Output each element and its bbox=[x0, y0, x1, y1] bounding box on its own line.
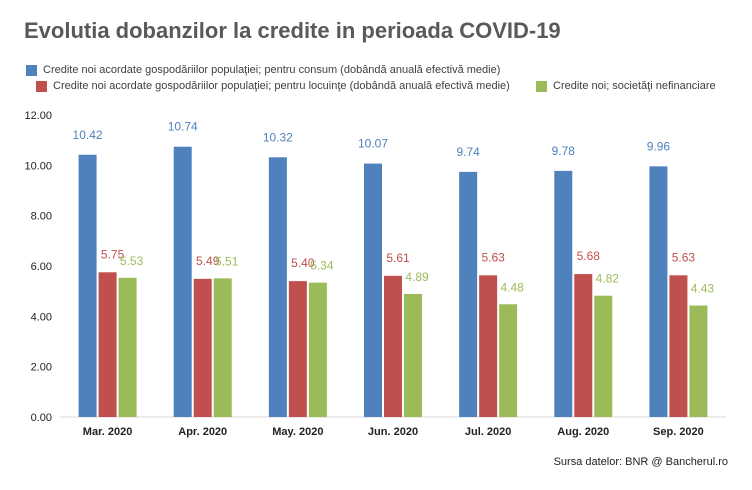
y-tick-label: 0.00 bbox=[31, 412, 52, 424]
legend-item-consum: Credite noi acordate gospodăriilor popul… bbox=[26, 64, 500, 76]
data-label: 5.63 bbox=[672, 250, 696, 264]
x-tick-label: Aug. 2020 bbox=[557, 426, 609, 438]
x-tick-label: Jul. 2020 bbox=[465, 426, 511, 438]
bar bbox=[649, 166, 668, 417]
chart-title: Evolutia dobanzilor la credite in perioa… bbox=[24, 18, 561, 43]
bar bbox=[268, 157, 287, 417]
y-tick-label: 6.00 bbox=[31, 261, 52, 273]
data-label: 5.63 bbox=[481, 250, 505, 264]
bar bbox=[384, 275, 402, 417]
bar bbox=[594, 295, 613, 417]
x-tick-label: Sep. 2020 bbox=[653, 426, 704, 438]
bar bbox=[459, 171, 478, 417]
legend-swatch-societati bbox=[536, 80, 547, 92]
bar bbox=[173, 146, 192, 417]
bar bbox=[689, 305, 708, 417]
data-label: 5.51 bbox=[215, 254, 239, 268]
x-tick-label: Mar. 2020 bbox=[83, 426, 133, 438]
bar bbox=[669, 275, 688, 417]
data-label: 10.07 bbox=[358, 137, 388, 151]
y-tick-label: 2.00 bbox=[31, 362, 52, 374]
bar bbox=[364, 163, 382, 417]
x-tick-label: Jun. 2020 bbox=[368, 426, 418, 438]
data-label: 4.48 bbox=[500, 280, 524, 294]
bar bbox=[499, 304, 518, 417]
legend-label-consum: Credite noi acordate gospodăriilor popul… bbox=[43, 64, 501, 76]
legend-swatch-locuinte bbox=[36, 80, 47, 92]
data-label: 9.74 bbox=[456, 145, 480, 159]
bar bbox=[118, 277, 137, 417]
data-label: 5.49 bbox=[196, 254, 220, 268]
bar bbox=[213, 278, 232, 417]
y-tick-label: 8.00 bbox=[31, 211, 52, 223]
legend-item-locuinte: Credite noi acordate gospodăriilor popul… bbox=[36, 80, 510, 92]
data-label: 9.78 bbox=[552, 144, 576, 158]
legend-label-locuinte: Credite noi acordate gospodăriilor popul… bbox=[53, 80, 510, 92]
legend-label-societati: Credite noi; societăţi nefinanciare bbox=[553, 80, 716, 92]
bar bbox=[479, 275, 498, 417]
y-tick-label: 12.00 bbox=[24, 110, 52, 122]
x-tick-label: Apr. 2020 bbox=[178, 426, 227, 438]
data-label: 5.68 bbox=[577, 249, 601, 263]
data-label: 5.75 bbox=[101, 247, 125, 261]
data-label: 4.43 bbox=[691, 282, 715, 296]
data-label: 4.82 bbox=[596, 272, 620, 286]
data-label: 9.96 bbox=[647, 139, 671, 153]
bar bbox=[78, 154, 97, 417]
data-label: 10.32 bbox=[263, 130, 293, 144]
y-tick-label: 4.00 bbox=[31, 311, 52, 323]
data-label: 5.53 bbox=[120, 254, 144, 268]
data-label: 5.61 bbox=[386, 251, 410, 265]
bar bbox=[193, 278, 212, 417]
source-note: Sursa datelor: BNR @ Bancherul.ro bbox=[553, 456, 728, 468]
data-label: 5.40 bbox=[291, 256, 315, 270]
bar bbox=[554, 170, 573, 417]
y-tick-label: 10.00 bbox=[24, 160, 52, 172]
legend-swatch-consum bbox=[26, 64, 37, 76]
data-label: 10.42 bbox=[73, 128, 103, 142]
x-tick-label: May. 2020 bbox=[272, 426, 323, 438]
data-label: 5.34 bbox=[310, 259, 334, 273]
bar bbox=[574, 274, 593, 417]
bar bbox=[308, 282, 327, 417]
legend-item-societati: Credite noi; societăţi nefinanciare bbox=[536, 80, 716, 92]
bar bbox=[404, 293, 422, 417]
bar bbox=[98, 272, 117, 417]
data-label: 10.74 bbox=[168, 120, 198, 134]
bar bbox=[288, 281, 307, 417]
data-label: 4.89 bbox=[405, 270, 429, 284]
